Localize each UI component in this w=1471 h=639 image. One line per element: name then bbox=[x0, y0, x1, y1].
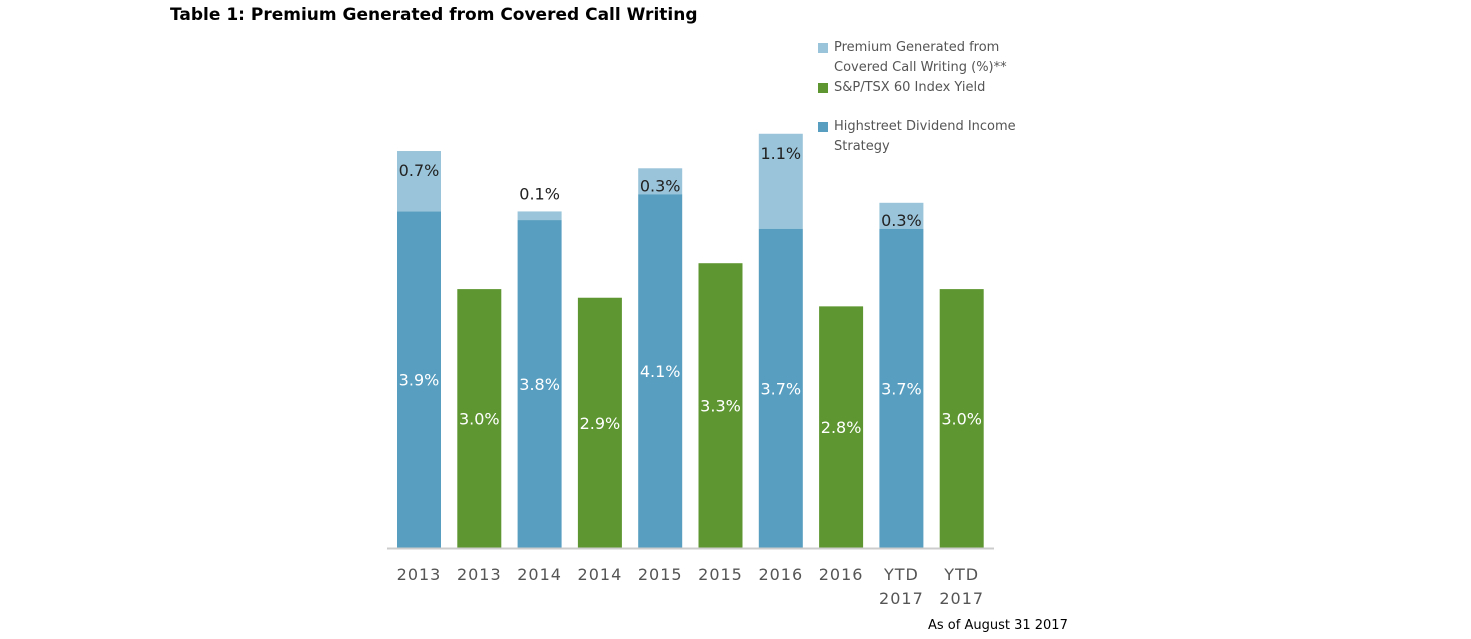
date-note: As of August 31 2017 bbox=[928, 618, 1068, 633]
bar-index-3 bbox=[577, 297, 622, 548]
premium-label-8: 0.3% bbox=[881, 211, 922, 230]
bar-strategy-6 bbox=[758, 228, 803, 548]
x-tick-label-4: 2015 bbox=[638, 565, 683, 584]
x-tick-label-0: 2013 bbox=[397, 565, 442, 584]
legend-swatch-index bbox=[818, 83, 828, 93]
bar-label-9: 3.0% bbox=[941, 410, 982, 429]
bar-index-1 bbox=[457, 289, 502, 548]
bar-strategy-0 bbox=[397, 211, 441, 548]
chart-title: Table 1: Premium Generated from Covered … bbox=[170, 5, 698, 25]
bar-premium-8 bbox=[879, 202, 924, 229]
bar-label-0: 3.9% bbox=[399, 371, 440, 390]
x-tick-label-8-line-2: 2017 bbox=[879, 589, 924, 608]
bar-strategy-4 bbox=[638, 194, 683, 549]
legend-swatch-strategy bbox=[818, 122, 828, 132]
bar-strategy-8 bbox=[879, 228, 924, 548]
x-tick-label-6: 2016 bbox=[758, 565, 803, 584]
premium-label-0: 0.7% bbox=[399, 161, 440, 180]
bar-label-3: 2.9% bbox=[580, 414, 621, 433]
x-tick-label-3: 2014 bbox=[578, 565, 623, 584]
legend-label-strategy-line-2: Strategy bbox=[834, 139, 890, 154]
bar-label-7: 2.8% bbox=[821, 418, 862, 437]
bar-index-7 bbox=[819, 306, 864, 548]
bar-index-9 bbox=[939, 289, 984, 548]
bar-index-5 bbox=[698, 263, 743, 548]
legend-label-premium: Premium Generated from Covered Call Writ… bbox=[834, 38, 1064, 78]
bar-premium-4 bbox=[638, 168, 683, 195]
x-tick-label-1: 2013 bbox=[457, 565, 502, 584]
bar-strategy-2 bbox=[517, 220, 562, 548]
x-tick-label-9-line-2: 2017 bbox=[939, 589, 984, 608]
x-tick-label-8: YTD bbox=[883, 565, 919, 584]
x-tick-label-5: 2015 bbox=[698, 565, 743, 584]
legend-swatch-premium bbox=[818, 43, 828, 53]
bar-premium-6 bbox=[758, 133, 803, 229]
x-tick-label-7: 2016 bbox=[819, 565, 864, 584]
premium-label-6: 1.1% bbox=[760, 144, 801, 163]
bar-label-8: 3.7% bbox=[881, 379, 922, 398]
bar-premium-0 bbox=[397, 151, 441, 212]
premium-label-2: 0.1% bbox=[519, 184, 560, 203]
x-tick-label-2: 2014 bbox=[517, 565, 562, 584]
x-tick-label-9: YTD bbox=[943, 565, 979, 584]
legend-label-premium-line-2: Covered Call Writing (%)** bbox=[834, 60, 1007, 75]
bar-label-2: 3.8% bbox=[519, 375, 560, 394]
legend-label-premium-line-1: Premium Generated from bbox=[834, 40, 1000, 55]
bar-label-1: 3.0% bbox=[459, 410, 500, 429]
legend-label-index: S&P/TSX 60 Index Yield bbox=[834, 80, 986, 95]
legend-label-strategy-line-1: Highstreet Dividend Income bbox=[834, 119, 1016, 134]
legend-label-strategy: Highstreet Dividend Income Strategy bbox=[834, 117, 1064, 157]
bar-label-5: 3.3% bbox=[700, 397, 741, 416]
bar-label-4: 4.1% bbox=[640, 362, 681, 381]
bar-label-6: 3.7% bbox=[760, 379, 801, 398]
premium-label-4: 0.3% bbox=[640, 176, 681, 195]
bar-premium-2 bbox=[517, 211, 562, 221]
